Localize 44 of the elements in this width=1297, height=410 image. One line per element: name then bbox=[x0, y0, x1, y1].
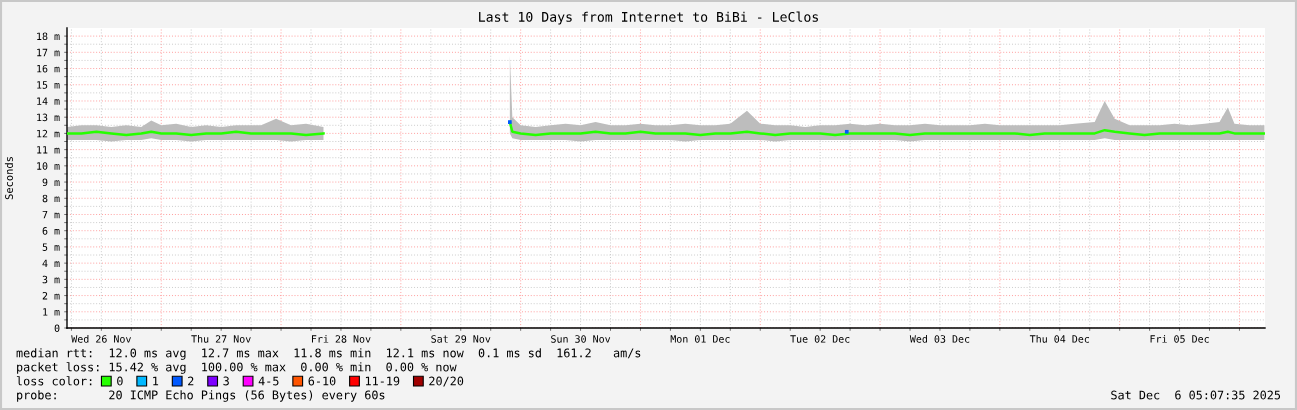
y-axis-title: Seconds bbox=[4, 157, 13, 200]
y-tick-label: 14 m bbox=[37, 97, 60, 105]
y-tick-label: 3 m bbox=[42, 275, 60, 284]
y-tick-label: 15 m bbox=[37, 81, 60, 89]
chart-title: Last 10 Days from Internet to BiBi - LeClos bbox=[479, 11, 818, 25]
y-tick-label: 11 m bbox=[37, 146, 60, 154]
y-tick-label: 4 m bbox=[42, 259, 60, 267]
text: median rtt: 12.0 ms avg 12.7 ms max 11.8 ms min 12.1 ms now 0.1 ms sd 161.2 am/s bbox=[16, 348, 641, 360]
legend-label: 4-5 bbox=[258, 376, 279, 386]
y-tick-label: 18 m bbox=[37, 32, 60, 41]
y-tick-label: 7 m bbox=[42, 211, 60, 219]
y-tick-label: 6 m bbox=[42, 227, 60, 235]
y-tick-label: 12 m bbox=[37, 129, 60, 138]
x-tick-label: Thu 27 Nov bbox=[191, 335, 251, 343]
legend-label: 0 bbox=[117, 376, 123, 386]
text: Sat Dec 6 05:07:35 2025 bbox=[1111, 390, 1281, 400]
y-tick-label: 8 m bbox=[42, 194, 60, 203]
legend-label: 20/20 bbox=[429, 376, 464, 387]
x-tick-label: Tue 02 Dec bbox=[790, 335, 850, 343]
y-tick-label: 0 bbox=[54, 324, 60, 332]
legend-label: 11-19 bbox=[365, 376, 400, 386]
x-tick-label: Mon 01 Dec bbox=[670, 335, 730, 343]
legend-label: 2 bbox=[188, 376, 194, 386]
y-tick-label: 10 m bbox=[37, 162, 60, 170]
legend-title: loss color: bbox=[16, 376, 92, 386]
x-tick-label: Wed 26 Nov bbox=[71, 335, 131, 343]
legend-label: 1 bbox=[153, 376, 159, 386]
x-tick-label: Fri 05 Dec bbox=[1150, 335, 1209, 343]
y-tick-label: 2 m bbox=[42, 291, 60, 300]
x-tick-label: Sun 30 Nov bbox=[551, 335, 611, 343]
y-tick-label: 16 m bbox=[37, 64, 60, 73]
x-tick-label: Fri 28 Nov bbox=[312, 335, 371, 343]
y-tick-label: 17 m bbox=[37, 48, 60, 57]
y-tick-label: 1 m bbox=[43, 308, 60, 316]
x-tick-label: Wed 03 Dec bbox=[909, 335, 970, 343]
y-tick-label: 9 m bbox=[42, 178, 60, 187]
x-tick-label: Sat 29 Nov bbox=[431, 335, 491, 343]
text: probe: 20 ICMP Echo Pings (56 Bytes) every 60s bbox=[17, 390, 385, 402]
legend-label: 6-10 bbox=[308, 376, 336, 386]
x-tick-label: Thu 04 Dec bbox=[1029, 335, 1090, 343]
y-tick-label: 5 m bbox=[42, 243, 60, 251]
legend-label: 3 bbox=[223, 376, 229, 386]
text: packet loss: 15.42 % avg 100.00 % max 0.00 % min 0.00 % now bbox=[17, 362, 457, 374]
y-tick-label: 13 m bbox=[37, 113, 60, 122]
